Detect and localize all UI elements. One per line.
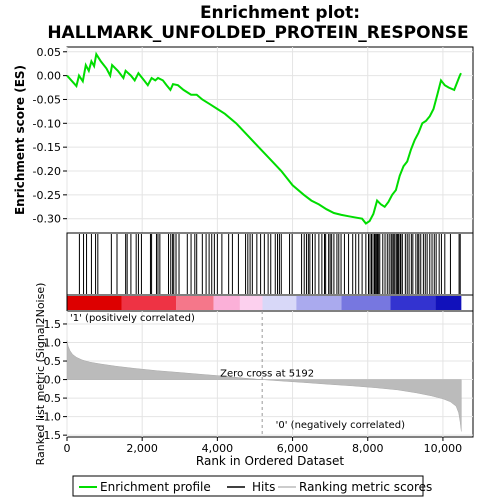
x-axis-label: Rank in Ordered Dataset <box>196 454 344 468</box>
x-tick-label: 2,000 <box>126 442 158 455</box>
es-y-tick-label: -0.15 <box>33 141 61 154</box>
metric-y-tick-label: -0.5 <box>40 392 61 405</box>
color-bar-segment <box>296 296 342 310</box>
enrichment-profile-line <box>66 51 462 225</box>
color-bar-segment <box>239 296 263 310</box>
metric-panel-grid <box>66 311 473 437</box>
zero-cross-label: Zero cross at 5192 <box>220 369 314 380</box>
x-tick-label: 4,000 <box>202 442 234 455</box>
metric-y-tick-label: 0.0 <box>44 374 62 387</box>
negative-correlation-label: '0' (negatively correlated) <box>276 420 405 431</box>
metric-y-tick-label: 1.0 <box>44 337 62 350</box>
legend-enrichment-profile-label: Enrichment profile <box>100 480 211 494</box>
color-bar-segment <box>67 296 122 310</box>
es-y-tick-label: -0.30 <box>33 213 61 226</box>
color-bar-segment <box>390 296 436 310</box>
color-bar-segment <box>176 296 214 310</box>
color-bar-segment <box>435 296 462 310</box>
es-y-axis-ticks: 0.05 0.00 -0.05 -0.10 -0.15 -0.20 -0.25 -0.30 <box>33 46 67 226</box>
legend-ranking-metric-label: Ranking metric scores <box>299 480 432 494</box>
legend-hits-label: Hits <box>252 480 275 494</box>
es-panel-grid <box>66 47 473 233</box>
es-y-tick-label: 0.05 <box>37 46 62 59</box>
color-bar-segment <box>121 296 177 310</box>
positive-correlation-label: '1' (positively correlated) <box>70 313 195 324</box>
es-y-tick-label: -0.05 <box>33 93 61 106</box>
hits-marks <box>78 234 461 294</box>
rank-color-bar <box>67 296 462 310</box>
metric-y-axis-ticks: 1.5 1.0 0.5 0.0 -0.5 -1.0 -1.5 <box>40 318 67 442</box>
x-tick-label: 8,000 <box>352 442 384 455</box>
color-bar-segment <box>341 296 391 310</box>
metric-y-tick-label: -1.5 <box>40 429 61 442</box>
metric-y-tick-label: -1.0 <box>40 411 61 424</box>
x-tick-label: 0 <box>64 442 71 455</box>
es-panel-frame <box>66 46 474 234</box>
es-y-tick-label: -0.10 <box>33 117 61 130</box>
legend-box <box>72 475 424 497</box>
chart-title-line-2: HALLMARK_UNFOLDED_PROTEIN_RESPONSE <box>47 23 468 43</box>
metric-y-axis-label: Ranked list metric (Signal2Noise) <box>34 283 47 466</box>
color-bar-segment <box>262 296 297 310</box>
chart-title-line-1: Enrichment plot: <box>200 3 360 23</box>
metric-y-tick-label: 0.5 <box>44 355 62 368</box>
es-y-tick-label: -0.25 <box>33 189 61 202</box>
metric-y-tick-label: 1.5 <box>44 318 62 331</box>
es-y-tick-label: -0.20 <box>33 165 61 178</box>
hits-panel-frame <box>66 232 474 296</box>
x-tick-label: 10,000 <box>424 442 463 455</box>
x-tick-label: 6,000 <box>277 442 309 455</box>
es-y-tick-label: 0.00 <box>37 70 62 83</box>
color-bar-segment <box>213 296 240 310</box>
es-y-axis-label: Enrichment score (ES) <box>13 65 27 215</box>
x-axis-ticks: 0 2,000 4,000 6,000 8,000 10,000 <box>64 437 463 455</box>
